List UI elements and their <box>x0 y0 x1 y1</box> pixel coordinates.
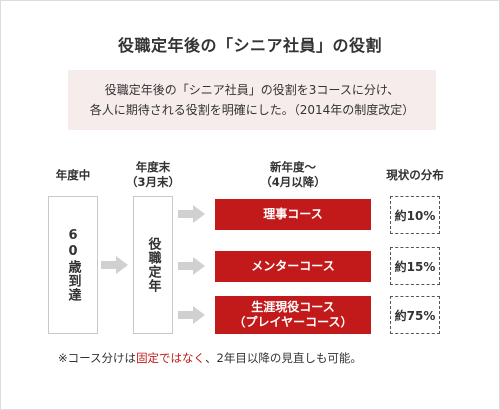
diagram-title: 役職定年後の「シニア社員」の役割 <box>117 36 382 55</box>
stage-box-age-60: 60歳到達 <box>48 196 98 334</box>
footnote-highlight: 固定ではなく <box>136 351 206 365</box>
arrow-right-icon <box>178 205 205 223</box>
column-heading-new-year: 新年度～ （4月以降） <box>260 160 326 189</box>
course-sublabel: （プレイヤーコース） <box>233 315 353 329</box>
share-box-lifelong-player: 約75% <box>390 296 440 334</box>
course-label: 理事コース <box>263 207 323 221</box>
column-heading-during-year: 年度中 <box>55 168 91 182</box>
course-box-lifelong-player: 生涯現役コース （プレイヤーコース） <box>215 296 371 334</box>
stage-box-position-retirement: 役職定年 <box>133 196 173 334</box>
course-box-director: 理事コース <box>215 199 371 230</box>
column-heading-year-end: 年度末 （3月末） <box>125 160 180 189</box>
share-box-director: 約10% <box>390 196 440 234</box>
footnote: ※コース分けは固定ではなく、2年目以降の見直しも可能。 <box>58 351 362 365</box>
course-label: メンターコース <box>251 259 335 273</box>
arrow-right-icon <box>178 306 205 324</box>
column-heading-distribution: 現状の分布 <box>386 168 444 182</box>
arrow-right-icon <box>178 257 205 275</box>
share-box-mentor: 約15% <box>390 247 440 285</box>
summary-line-2: 各人に期待される役割を明確にした。（2014年の制度改定） <box>89 103 415 117</box>
summary-line-1: 役職定年後の「シニア社員」の役割を3コースに分け、 <box>104 83 400 97</box>
course-label: 生涯現役コース <box>251 300 335 314</box>
stage-label-age-60: 60歳到達 <box>65 228 81 302</box>
arrow-right-icon <box>101 256 128 274</box>
summary-box: 役職定年後の「シニア社員」の役割を3コースに分け、 各人に期待される役割を明確に… <box>68 70 436 130</box>
course-box-mentor: メンターコース <box>215 251 371 282</box>
stage-label-position-retirement: 役職定年 <box>145 237 161 293</box>
